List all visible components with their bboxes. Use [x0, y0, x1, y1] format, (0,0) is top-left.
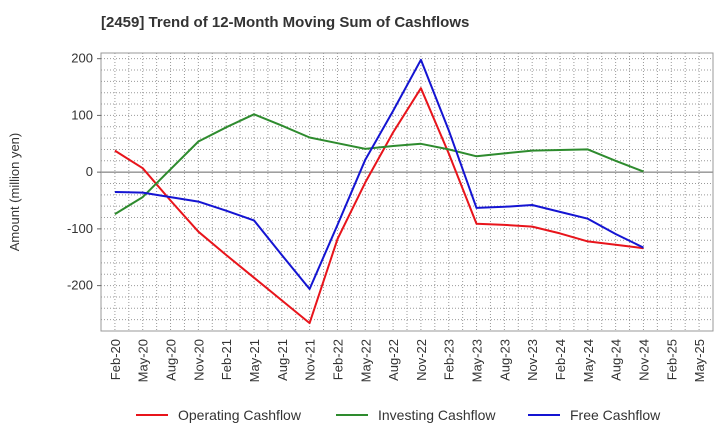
x-tick-label: Feb-25 — [664, 339, 679, 380]
grid — [100, 53, 714, 332]
x-tick-label: Aug-23 — [497, 339, 512, 381]
y-tick-label: -200 — [67, 278, 93, 293]
series-line-investing-cashflow — [114, 113, 644, 215]
y-axis-title: Amount (million yen) — [7, 133, 22, 252]
x-tick-label: May-21 — [247, 339, 262, 382]
chart-title: [2459] Trend of 12-Month Moving Sum of C… — [101, 14, 470, 31]
series-line-operating-cashflow — [114, 87, 644, 325]
x-tick-label: May-24 — [581, 339, 596, 382]
x-tick-label: Feb-23 — [442, 339, 457, 380]
x-tick-label: Nov-20 — [191, 339, 206, 381]
x-tick-label: May-25 — [692, 339, 707, 382]
x-tick-label: Aug-20 — [164, 339, 179, 381]
x-tick-label: May-23 — [470, 339, 485, 382]
plot-frame — [100, 52, 714, 332]
x-tick-label: Feb-22 — [330, 339, 345, 380]
legend-label-investing-cashflow: Investing Cashflow — [378, 407, 496, 423]
x-tick-label: May-22 — [358, 339, 373, 382]
series-layer — [114, 58, 644, 325]
x-tick-label: Nov-22 — [414, 339, 429, 381]
y-tick-label: -100 — [67, 221, 93, 236]
legend-label-operating-cashflow: Operating Cashflow — [178, 407, 302, 423]
x-tick-label: Aug-24 — [609, 339, 624, 381]
series-line-free-cashflow — [114, 58, 644, 290]
x-tick-label: May-20 — [136, 339, 151, 382]
x-tick-label: Nov-21 — [303, 339, 318, 381]
x-tick-label: Nov-23 — [525, 339, 540, 381]
y-tick-label: 100 — [71, 107, 93, 122]
x-tick-label: Feb-20 — [108, 339, 123, 380]
y-axis-ticks: 200 100 0 -100 -200 — [67, 51, 101, 293]
legend-label-free-cashflow: Free Cashflow — [570, 407, 661, 423]
x-tick-label: Aug-22 — [386, 339, 401, 381]
x-tick-label: Feb-21 — [219, 339, 234, 380]
x-tick-label: Aug-21 — [275, 339, 290, 381]
y-tick-label: 200 — [71, 51, 93, 66]
x-tick-label: Nov-24 — [636, 339, 651, 381]
y-tick-label: 0 — [86, 164, 93, 179]
x-tick-label: Feb-24 — [553, 339, 568, 380]
legend: Operating Cashflow Investing Cashflow Free… — [136, 407, 661, 423]
x-axis-ticks: Feb-20 May-20 Aug-20 Nov-20 Feb-21 May-21 Aug-… — [108, 339, 707, 382]
